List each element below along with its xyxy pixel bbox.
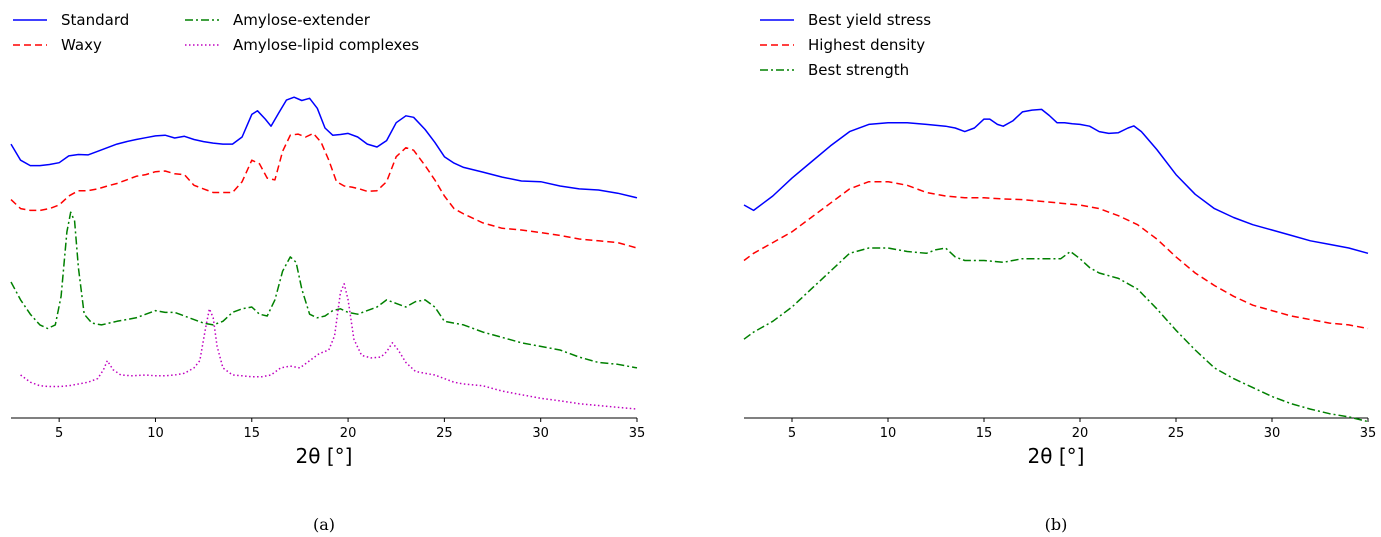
x-tick-label: 5 (788, 426, 796, 441)
x-tick-label: 5 (55, 426, 63, 441)
series-line-amylose-lipid-complexes (20, 283, 638, 410)
x-axis-title: 2θ [°] (1028, 444, 1085, 468)
legend-label: Best yield stress (808, 11, 931, 29)
panel-caption: (b) (1045, 515, 1068, 534)
x-tick-label: 20 (1072, 426, 1089, 441)
legend-label: Highest density (808, 36, 925, 54)
series-line-standard (10, 96, 638, 199)
legend-label: Amylose-lipid complexes (233, 36, 419, 54)
series-line-waxy (10, 132, 638, 249)
panel-a: 5 10 15 20 25 30 35 2θ [°] (a) Standard Waxy Amylos… (10, 11, 646, 534)
x-tick-label: 35 (1360, 426, 1377, 441)
x-tick-label: 10 (880, 426, 897, 441)
x-tick-label: 35 (629, 426, 646, 441)
series-line-highest-density (743, 180, 1369, 330)
panel-caption: (a) (313, 515, 335, 534)
legend-label: Standard (61, 11, 129, 29)
legend-label: Best strength (808, 61, 909, 79)
x-tick-label: 25 (1168, 426, 1185, 441)
x-tick-label: 30 (532, 426, 549, 441)
series-line-best-strength (743, 247, 1369, 423)
series-line-best-yield-stress (743, 108, 1369, 255)
x-tick-label: 15 (243, 426, 260, 441)
x-tick-label: 10 (147, 426, 164, 441)
panel-b: 5 10 15 20 25 30 35 2θ [°] (b) Best yield stress H… (743, 11, 1377, 534)
x-axis-title: 2θ [°] (296, 444, 353, 468)
legend-label: Waxy (61, 36, 102, 54)
x-tick-label: 20 (340, 426, 357, 441)
series-line-amylose-extender (10, 211, 638, 369)
x-tick-label: 15 (976, 426, 993, 441)
x-tick-label: 30 (1264, 426, 1281, 441)
legend-label: Amylose-extender (233, 11, 371, 29)
x-tick-label: 25 (436, 426, 453, 441)
